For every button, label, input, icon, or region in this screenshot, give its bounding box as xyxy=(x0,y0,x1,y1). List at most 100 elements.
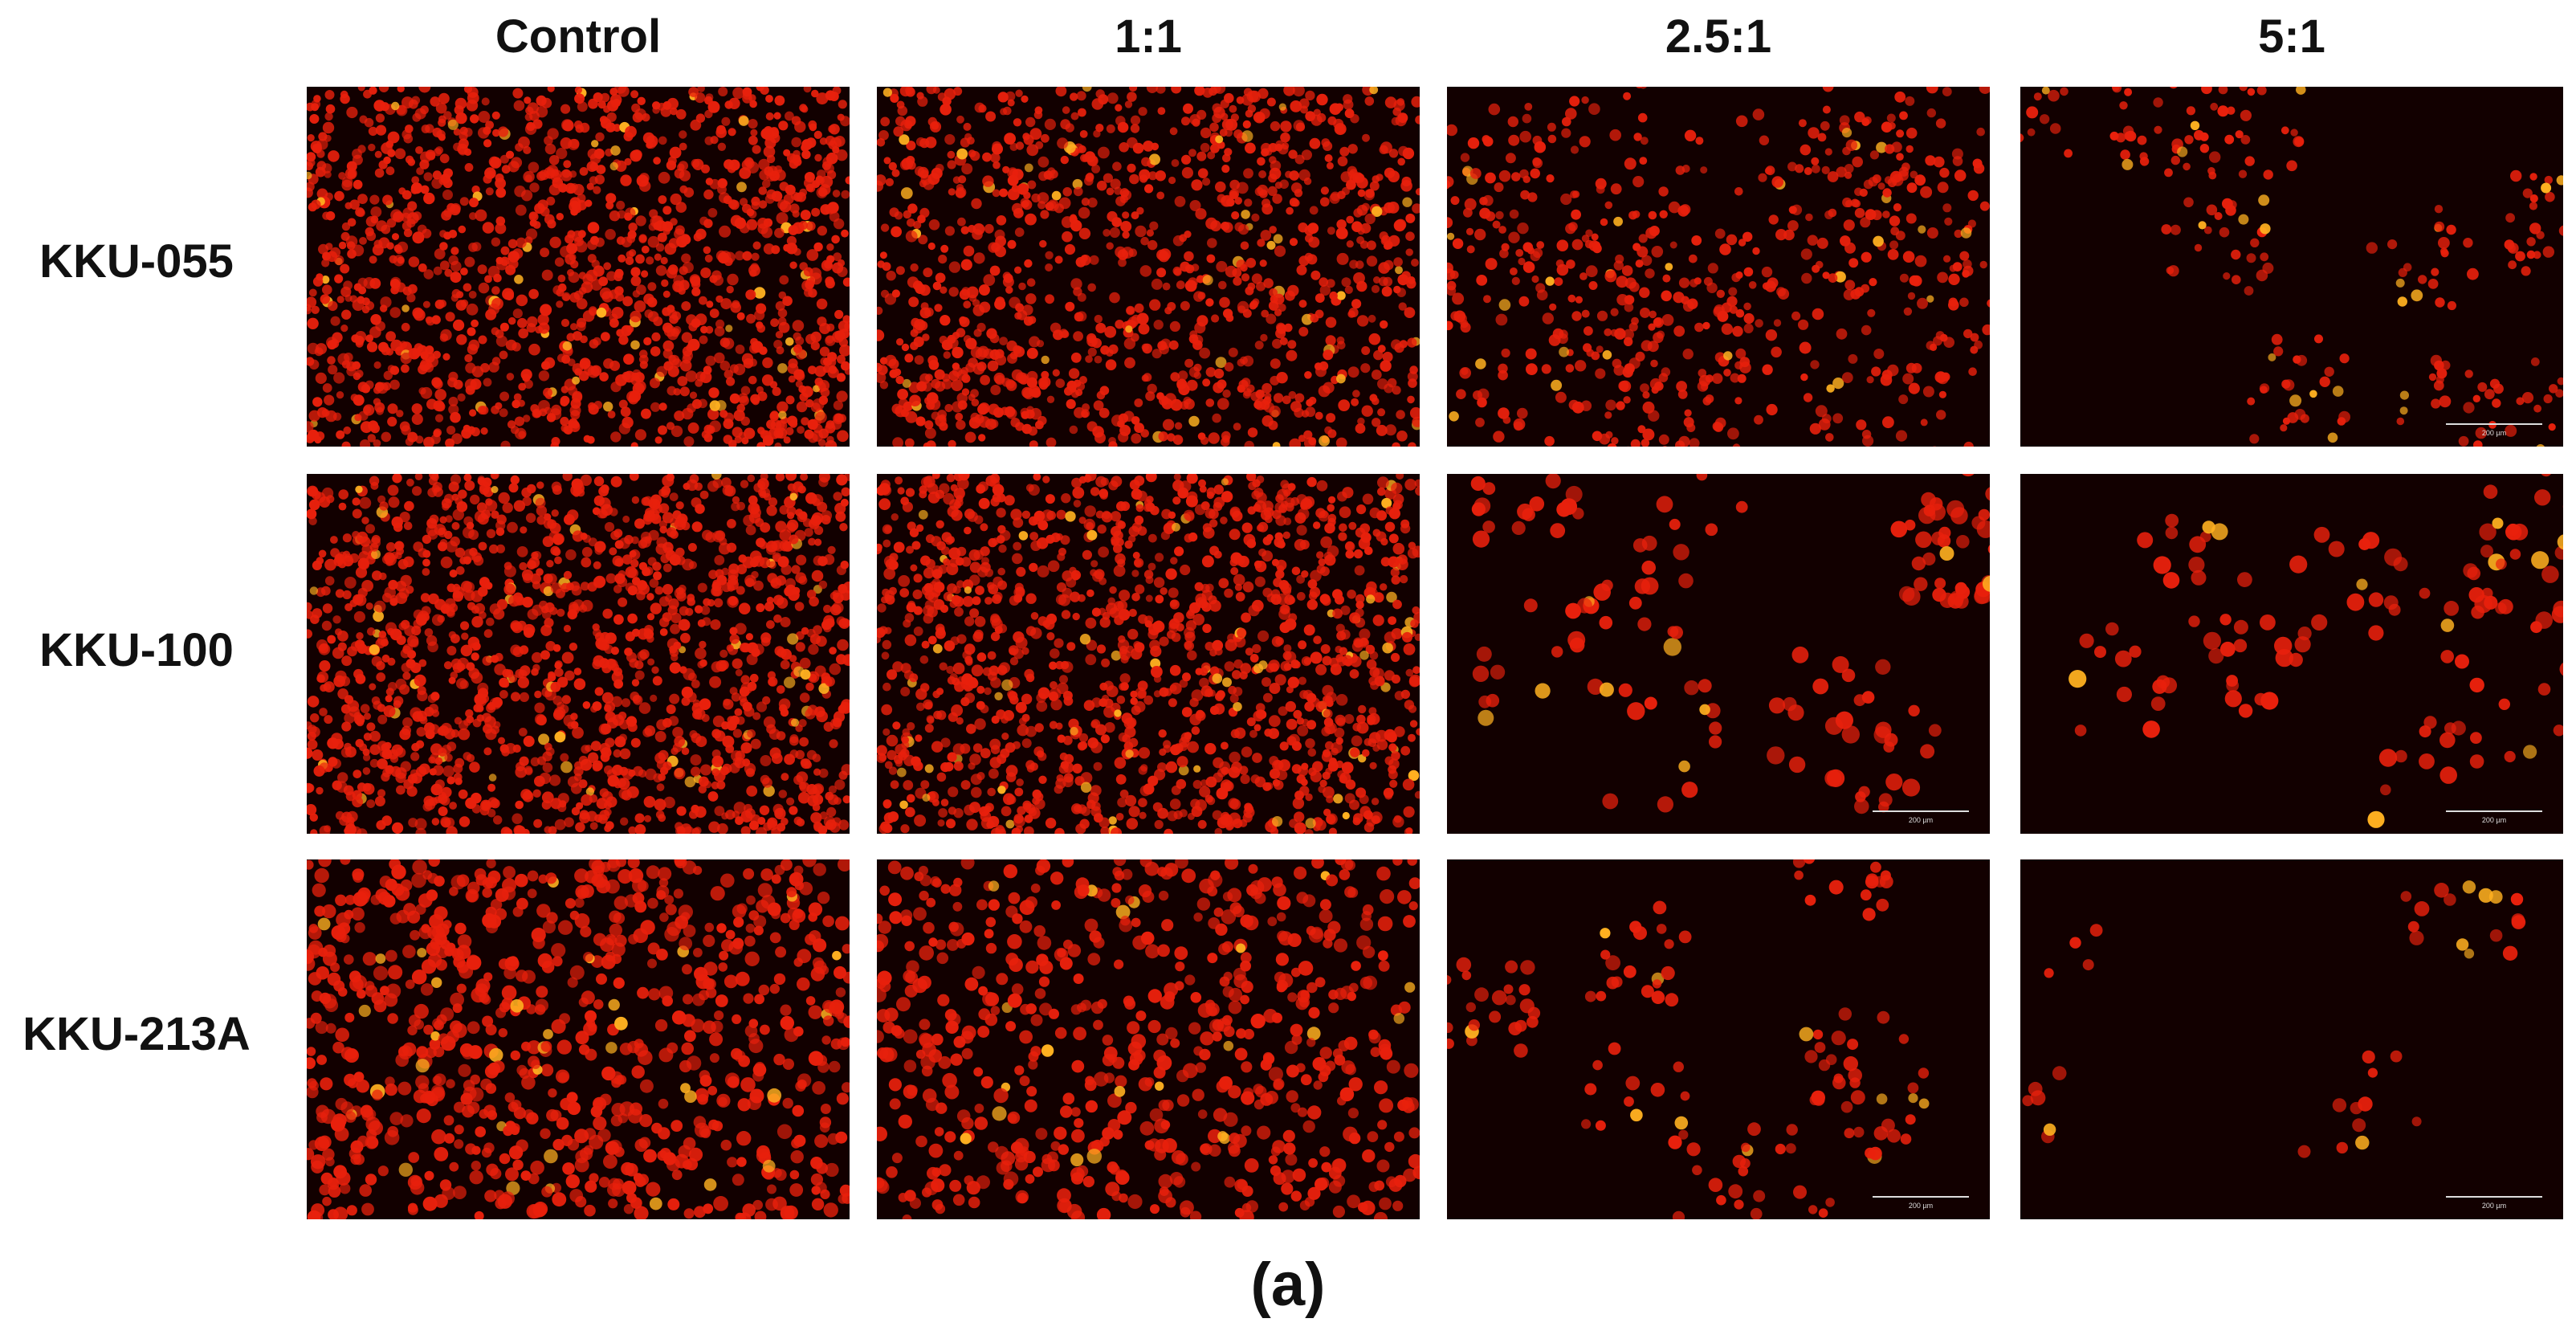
cell xyxy=(1268,420,1278,431)
cell xyxy=(1906,127,1918,139)
cell xyxy=(742,758,751,767)
cell xyxy=(618,597,628,607)
cell xyxy=(1168,340,1179,350)
cell xyxy=(1507,116,1518,128)
cell xyxy=(450,634,460,643)
cell xyxy=(789,534,799,545)
cell xyxy=(360,439,371,447)
cell xyxy=(836,149,848,161)
cell xyxy=(1325,335,1336,346)
cell xyxy=(1012,202,1023,214)
cell xyxy=(1045,437,1057,447)
cell xyxy=(727,273,739,286)
cell xyxy=(592,623,600,631)
cell xyxy=(495,178,506,190)
cell xyxy=(1151,278,1163,290)
cell xyxy=(662,290,670,298)
cell xyxy=(344,742,352,751)
cell xyxy=(1531,275,1539,284)
cell xyxy=(515,800,524,810)
cell xyxy=(681,521,691,531)
cell xyxy=(1605,431,1613,439)
cell xyxy=(1926,87,1938,94)
cell xyxy=(727,519,736,529)
cell xyxy=(2300,414,2309,423)
cell xyxy=(1109,227,1120,239)
cell xyxy=(897,389,908,400)
cell xyxy=(963,245,975,257)
cell xyxy=(448,404,459,415)
cell xyxy=(1555,391,1567,403)
cell xyxy=(999,337,1008,345)
cell xyxy=(404,500,414,512)
cell xyxy=(581,557,592,568)
cell xyxy=(321,276,330,284)
cell xyxy=(690,119,702,131)
cell xyxy=(522,790,534,802)
cell xyxy=(513,393,522,402)
cell xyxy=(2324,366,2334,377)
cell xyxy=(491,486,499,493)
cell xyxy=(630,310,642,323)
cell xyxy=(704,109,713,119)
cell xyxy=(586,161,597,172)
cell xyxy=(1036,340,1045,348)
cell xyxy=(882,88,892,97)
cell xyxy=(916,92,924,100)
cell xyxy=(1294,154,1305,165)
cell xyxy=(2411,289,2423,302)
cell xyxy=(1077,292,1086,302)
cell xyxy=(1168,176,1176,185)
cell xyxy=(1895,430,1908,442)
cell xyxy=(662,475,675,488)
cell xyxy=(394,552,402,560)
cell xyxy=(515,143,524,152)
cell xyxy=(346,241,356,250)
cell xyxy=(634,300,646,312)
cell xyxy=(2240,135,2251,145)
cell xyxy=(663,361,674,371)
cell xyxy=(796,192,806,202)
cell xyxy=(610,431,622,443)
cell xyxy=(630,340,640,350)
cell xyxy=(1184,251,1194,262)
cell xyxy=(542,762,553,773)
cell xyxy=(994,298,1006,310)
cell xyxy=(1202,88,1213,98)
cell xyxy=(675,202,687,213)
cell xyxy=(1231,211,1240,220)
cell xyxy=(334,275,343,284)
cell xyxy=(1298,222,1308,233)
cell xyxy=(1902,373,1914,385)
cell xyxy=(1508,231,1520,243)
cell xyxy=(827,352,838,362)
cell xyxy=(2508,260,2517,270)
cell xyxy=(1110,178,1121,190)
cell xyxy=(667,264,679,275)
cell xyxy=(353,179,363,190)
cell xyxy=(327,737,339,749)
cell xyxy=(966,286,979,299)
cell xyxy=(890,93,899,103)
cell xyxy=(2418,275,2427,284)
cell xyxy=(1610,183,1622,195)
cell xyxy=(369,194,380,205)
cell xyxy=(1456,389,1466,400)
cell xyxy=(729,393,740,404)
cell xyxy=(2447,300,2456,311)
cell xyxy=(1015,89,1023,97)
cell xyxy=(536,756,547,765)
cell xyxy=(1684,129,1697,141)
cell xyxy=(556,608,565,617)
cell xyxy=(1316,93,1328,106)
cell xyxy=(470,643,479,651)
cell xyxy=(1213,382,1225,394)
cell xyxy=(996,215,1007,226)
cell xyxy=(670,530,679,539)
cell xyxy=(764,602,775,612)
cell xyxy=(2541,182,2552,194)
cell xyxy=(681,301,691,311)
cell xyxy=(1624,363,1635,374)
cell xyxy=(1114,186,1123,195)
cell xyxy=(357,87,365,92)
